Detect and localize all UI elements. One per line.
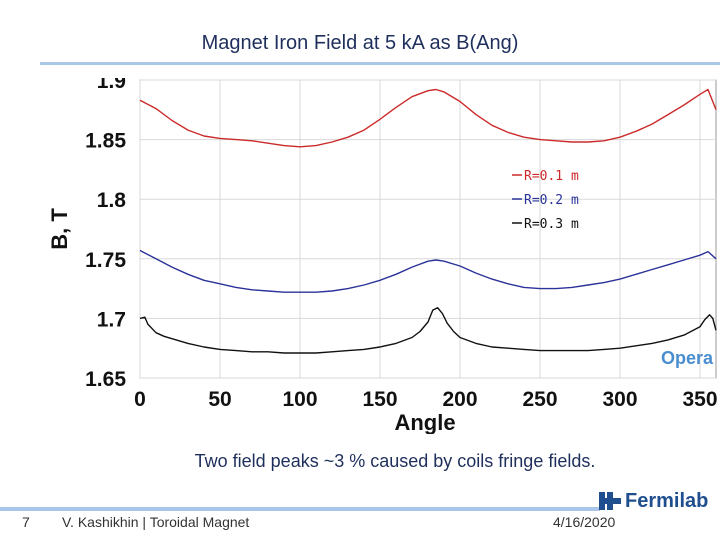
plot-area (139, 79, 717, 379)
y-tick-label: 1.65 (85, 368, 126, 391)
footer-author: V. Kashikhin | Toroidal Magnet (62, 514, 250, 530)
field-chart: 1.65 1.7 1.75 1.8 1.85 1.9 0 50 100 150 200 250 300… (47, 78, 718, 434)
legend-entry: R=0.3 m (524, 217, 579, 232)
grid-lines (139, 79, 716, 379)
fermilab-logo-icon (599, 492, 621, 510)
legend-entry: R=0.1 m (524, 169, 579, 184)
series-lines (139, 88, 717, 354)
y-tick-label: 1.9 (97, 78, 126, 93)
legend-entry: R=0.2 m (524, 193, 579, 208)
x-tick-labels: 0 50 100 150 200 250 300 350 (134, 388, 717, 411)
x-tick-label: 200 (442, 388, 477, 411)
y-axis-label: B, T (47, 208, 72, 250)
x-tick-label: 0 (134, 388, 146, 411)
slide-number: 7 (22, 514, 30, 530)
x-tick-label: 250 (522, 388, 557, 411)
slide-title: Magnet Iron Field at 5 kA as B(Ang) (201, 32, 519, 54)
series-line (139, 306, 717, 354)
y-tick-label: 1.7 (97, 308, 126, 331)
title-divider (40, 62, 720, 65)
series-line (139, 249, 717, 293)
x-tick-label: 300 (602, 388, 637, 411)
x-tick-label: 150 (362, 388, 397, 411)
y-tick-label: 1.85 (85, 130, 126, 153)
footer-divider (0, 507, 600, 511)
fermilab-logo-text: Fermilab (625, 490, 709, 512)
y-tick-labels: 1.65 1.7 1.75 1.8 1.85 1.9 (85, 78, 126, 391)
slide-caption: Two field peaks ~3 % caused by coils fri… (194, 451, 596, 471)
y-tick-label: 1.75 (85, 249, 126, 272)
legend: R=0.1 m R=0.2 m R=0.3 m (512, 169, 579, 232)
x-tick-label: 350 (682, 388, 717, 411)
series-line (139, 88, 717, 148)
footer-date: 4/16/2020 (553, 514, 616, 530)
x-tick-label: 100 (282, 388, 317, 411)
y-tick-label: 1.8 (97, 189, 127, 212)
opera-watermark: Opera (661, 348, 714, 368)
x-tick-label: 50 (208, 388, 231, 411)
x-axis-label: Angle (394, 410, 455, 434)
